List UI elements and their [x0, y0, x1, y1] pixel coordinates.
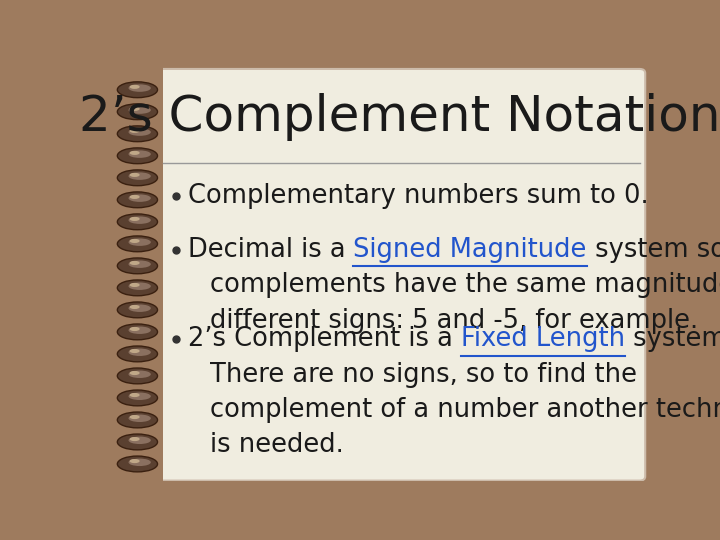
Ellipse shape: [130, 217, 140, 221]
Ellipse shape: [128, 436, 150, 444]
Ellipse shape: [130, 371, 140, 375]
Ellipse shape: [130, 195, 140, 199]
Ellipse shape: [117, 390, 158, 406]
Ellipse shape: [128, 217, 150, 224]
Text: complement of a number another technique: complement of a number another technique: [210, 397, 720, 423]
Ellipse shape: [130, 85, 140, 89]
Ellipse shape: [117, 148, 158, 164]
FancyBboxPatch shape: [145, 69, 645, 481]
Ellipse shape: [130, 129, 140, 133]
Text: There are no signs, so to find the: There are no signs, so to find the: [210, 362, 637, 388]
Text: Fixed Length: Fixed Length: [461, 326, 625, 352]
Ellipse shape: [128, 150, 150, 158]
Ellipse shape: [117, 368, 158, 384]
Text: system.: system.: [625, 326, 720, 352]
Text: is needed.: is needed.: [210, 432, 343, 458]
Ellipse shape: [117, 126, 158, 141]
Ellipse shape: [128, 305, 150, 312]
Text: different signs: 5 and -5, for example.: different signs: 5 and -5, for example.: [210, 307, 698, 334]
Ellipse shape: [128, 458, 150, 466]
Ellipse shape: [130, 173, 140, 177]
Ellipse shape: [117, 170, 158, 186]
Ellipse shape: [117, 192, 158, 208]
Ellipse shape: [128, 370, 150, 378]
Text: 2’s Complement Notation: 2’s Complement Notation: [79, 93, 720, 141]
Ellipse shape: [117, 236, 158, 252]
Ellipse shape: [130, 437, 140, 441]
Ellipse shape: [117, 412, 158, 428]
Ellipse shape: [128, 415, 150, 422]
Ellipse shape: [117, 82, 158, 98]
Ellipse shape: [117, 434, 158, 450]
Ellipse shape: [128, 84, 150, 92]
Ellipse shape: [130, 261, 140, 265]
Ellipse shape: [117, 280, 158, 296]
Ellipse shape: [130, 349, 140, 353]
Ellipse shape: [130, 305, 140, 309]
Ellipse shape: [128, 194, 150, 202]
Ellipse shape: [117, 214, 158, 230]
Text: Complementary numbers sum to 0.: Complementary numbers sum to 0.: [188, 183, 648, 209]
Ellipse shape: [128, 129, 150, 136]
Ellipse shape: [128, 282, 150, 290]
Text: complements have the same magnitude but: complements have the same magnitude but: [210, 272, 720, 298]
Ellipse shape: [117, 302, 158, 318]
Ellipse shape: [128, 172, 150, 180]
Ellipse shape: [130, 415, 140, 419]
Ellipse shape: [130, 393, 140, 397]
Ellipse shape: [130, 283, 140, 287]
Text: 2’s Complement is a: 2’s Complement is a: [188, 326, 461, 352]
Ellipse shape: [117, 104, 158, 120]
Ellipse shape: [128, 106, 150, 114]
Text: Decimal is a: Decimal is a: [188, 237, 354, 263]
Ellipse shape: [117, 258, 158, 274]
Ellipse shape: [128, 393, 150, 400]
FancyBboxPatch shape: [90, 65, 163, 481]
Ellipse shape: [130, 459, 140, 463]
Ellipse shape: [130, 107, 140, 111]
Ellipse shape: [128, 260, 150, 268]
Ellipse shape: [130, 239, 140, 243]
Ellipse shape: [117, 456, 158, 472]
Ellipse shape: [117, 324, 158, 340]
Ellipse shape: [117, 346, 158, 362]
Ellipse shape: [128, 348, 150, 356]
Text: Signed Magnitude: Signed Magnitude: [354, 237, 587, 263]
Ellipse shape: [130, 327, 140, 331]
Text: system so: system so: [587, 237, 720, 263]
Ellipse shape: [128, 327, 150, 334]
Ellipse shape: [130, 151, 140, 155]
Ellipse shape: [128, 239, 150, 246]
